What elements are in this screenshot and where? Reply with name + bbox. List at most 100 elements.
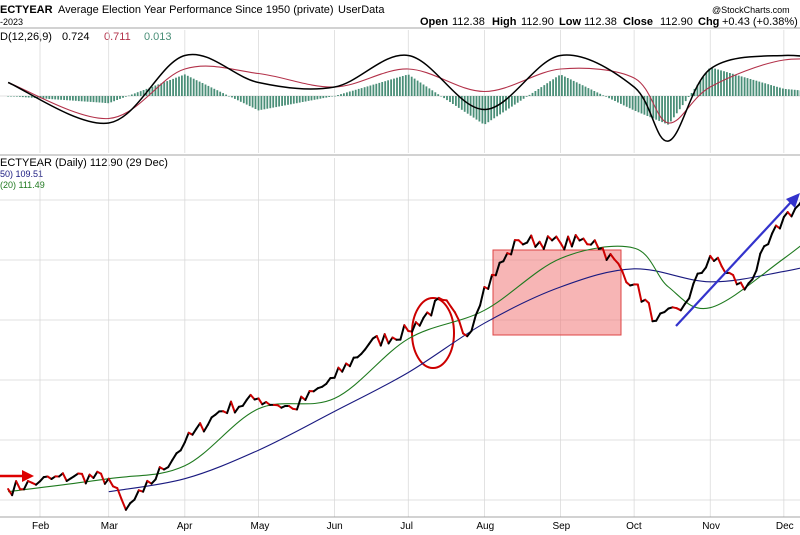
histogram-bar: [316, 96, 319, 100]
histogram-bar: [649, 96, 652, 118]
histogram-bar: [455, 96, 457, 106]
histogram-bar: [257, 96, 260, 111]
histogram-bar: [116, 96, 118, 100]
price-segment: [609, 253, 616, 261]
price-segment: [226, 400, 232, 415]
histogram-bar: [572, 80, 575, 96]
histogram-bar: [731, 73, 734, 96]
histogram-bar: [596, 92, 599, 96]
histogram-bar: [245, 96, 248, 105]
price-segment: [360, 348, 367, 355]
histogram-bar: [284, 96, 286, 106]
histogram-bar: [80, 96, 83, 102]
histogram-bar: [27, 96, 30, 98]
price-segment: [368, 337, 374, 345]
price-segment: [241, 398, 248, 407]
histogram-bar: [758, 81, 761, 96]
histogram-bar: [670, 96, 672, 122]
histogram-bar: [198, 81, 201, 96]
price-segment: [304, 390, 311, 401]
histogram-bar: [363, 87, 366, 96]
histogram-bar: [752, 79, 755, 96]
histogram-bar: [48, 96, 51, 99]
price-segment: [470, 314, 477, 332]
histogram-bar: [74, 96, 77, 101]
price-segment: [636, 283, 643, 303]
histogram-bar: [346, 92, 348, 96]
histogram-bar: [375, 83, 378, 96]
histogram-bar: [740, 76, 743, 96]
histogram-bar: [204, 84, 207, 96]
price-segment: [257, 397, 264, 406]
histogram-bar: [30, 96, 33, 98]
price-segment: [582, 237, 589, 246]
histogram-bar: [104, 96, 107, 103]
histogram-bar: [540, 87, 543, 96]
histogram-bar: [287, 96, 289, 105]
histogram-bar: [578, 83, 581, 96]
source: UserData: [338, 4, 385, 16]
histogram-bar: [784, 89, 787, 96]
price-segment: [574, 234, 581, 242]
histogram-bar: [307, 96, 310, 101]
histogram-bar: [366, 86, 369, 96]
histogram-bar: [463, 96, 466, 112]
histogram-bar: [128, 95, 130, 97]
histogram-bar: [622, 96, 625, 106]
histogram-bar: [434, 92, 437, 96]
price-segment: [348, 356, 355, 368]
histogram-bar: [425, 86, 428, 96]
histogram-bar: [201, 83, 204, 96]
histogram-bar: [281, 96, 283, 106]
histogram-bar: [404, 75, 407, 96]
histogram-bar: [773, 85, 775, 96]
histogram-bar: [681, 96, 684, 106]
histogram-bar: [334, 95, 336, 97]
histogram-bar: [213, 88, 216, 96]
price-segment: [466, 329, 473, 338]
price-segment: [403, 324, 410, 332]
histogram-bar: [519, 96, 522, 101]
ma50-label: 50) 109.51: [0, 169, 43, 179]
histogram-bar: [416, 80, 419, 96]
histogram-bar: [743, 77, 746, 96]
price-segment: [716, 256, 723, 268]
histogram-bar: [192, 78, 195, 96]
chg-value: +0.43 (+0.38%): [722, 16, 798, 28]
histogram-bar: [119, 96, 121, 99]
histogram-bar: [446, 96, 448, 101]
open-label: Open: [420, 16, 448, 28]
histogram-bar: [708, 68, 711, 96]
price-segment: [191, 427, 198, 436]
histogram-bar: [354, 89, 357, 96]
histogram-bar: [122, 96, 124, 98]
histogram-bar: [248, 96, 251, 107]
histogram-bar: [313, 96, 316, 100]
price-segment: [124, 502, 132, 511]
histogram-bar: [790, 89, 793, 96]
price-label: ECTYEAR (Daily) 112.90 (29 Dec): [0, 157, 168, 169]
histogram-bar: [407, 74, 410, 96]
histogram-bar: [348, 91, 351, 96]
price-segment: [732, 274, 738, 286]
histogram-bar: [546, 83, 549, 96]
histogram-bar: [89, 96, 92, 102]
histogram-bar: [584, 86, 587, 96]
histogram-bar: [593, 91, 596, 96]
price-segment: [743, 282, 750, 291]
histogram-bar: [726, 72, 728, 96]
price-segment: [199, 422, 205, 433]
histogram-bar: [101, 96, 104, 103]
histogram-bar: [543, 85, 546, 96]
histogram-bar: [661, 96, 663, 123]
histogram-bar: [151, 86, 154, 96]
hist-value: 0.013: [144, 31, 172, 43]
histogram-bar: [502, 96, 504, 113]
histogram-bar: [528, 94, 531, 96]
histogram-bar: [561, 75, 563, 96]
price-panel: ECTYEAR (Daily) 112.90 (29 Dec) 50) 109.…: [0, 157, 800, 518]
x-axis-tick-label: Jul: [400, 521, 413, 532]
price-segment: [621, 270, 628, 284]
histogram-bar: [195, 80, 198, 96]
histogram-bar: [139, 91, 142, 96]
